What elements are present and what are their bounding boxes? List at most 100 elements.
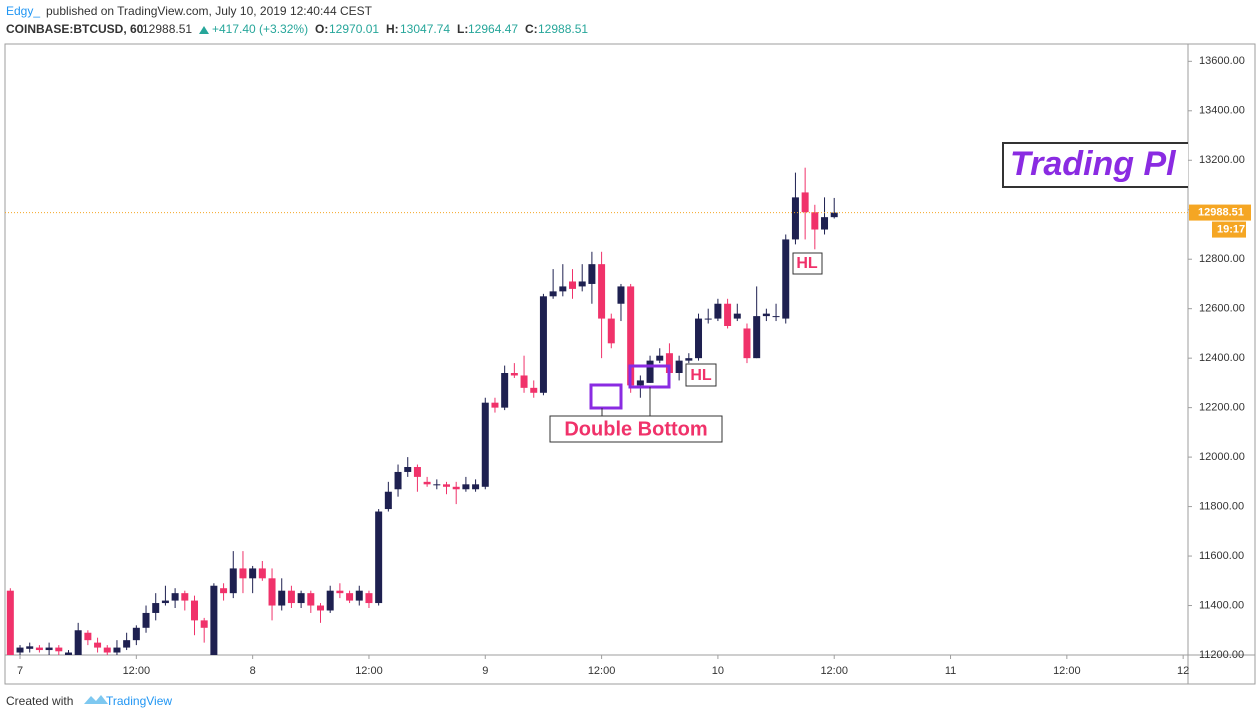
candle-body (297, 593, 305, 604)
candle-body (520, 375, 528, 388)
change: +417.40 (+3.32%) (212, 22, 308, 36)
candle-body (539, 296, 547, 393)
candle-body (559, 286, 567, 292)
candle-body (278, 590, 286, 606)
x-tick-label: 12:00 (123, 665, 151, 677)
candle-body (714, 303, 722, 319)
candle-body (733, 313, 741, 319)
y-tick-label: 11800.00 (1199, 500, 1244, 512)
candle-body (200, 620, 208, 628)
candle-body (646, 360, 654, 383)
hl-label: HL (796, 255, 818, 272)
candle-body (16, 647, 24, 653)
last-price: 12988.51 (142, 22, 192, 36)
h-label: H: (386, 22, 399, 36)
candle-body (462, 484, 470, 490)
y-tick-label: 12400.00 (1199, 352, 1245, 364)
candle-body (94, 642, 102, 648)
hl-box (685, 363, 717, 387)
candle-body (695, 318, 703, 359)
x-tick-label: 10 (712, 665, 724, 677)
candle-body (394, 471, 402, 490)
hl-box (792, 252, 823, 275)
candle-body (113, 647, 121, 653)
candle-body (675, 360, 683, 373)
plan-label: Trading Pl (1010, 145, 1177, 183)
candle-body (588, 264, 596, 284)
candle-body (152, 603, 160, 613)
candle-body (268, 578, 276, 606)
candle-body (220, 588, 228, 594)
y-tick-label: 12200.00 (1199, 402, 1245, 414)
candle-body (45, 647, 53, 651)
candle-body (452, 486, 460, 490)
published: published on TradingView.com, July 10, 2… (46, 4, 373, 18)
db-label-box (549, 415, 723, 443)
y-tick-label: 13600.00 (1199, 55, 1245, 67)
o-label: O: (315, 22, 328, 36)
y-tick-label: 11200.00 (1199, 649, 1244, 661)
candle-body (743, 328, 751, 359)
candle-body (656, 355, 664, 361)
candle-body (190, 600, 198, 621)
candle-body (491, 402, 499, 408)
y-tick-label: 13200.00 (1199, 154, 1245, 166)
candle-body (258, 568, 266, 579)
h-value: 13047.74 (400, 22, 450, 36)
candle-body (26, 646, 34, 649)
y-tick-label: 12800.00 (1199, 253, 1245, 265)
candle-body (724, 303, 732, 326)
x-tick-label: 9 (482, 665, 488, 677)
candle-body (443, 484, 451, 487)
x-tick-label: 12:00 (1053, 665, 1081, 677)
c-label: C: (525, 22, 538, 36)
candle-body (181, 593, 189, 601)
candle-body (413, 467, 421, 477)
countdown-tag (1212, 221, 1246, 238)
candle-body (336, 590, 344, 594)
candle-body (501, 373, 509, 408)
candle-body (433, 484, 441, 486)
candle-body (607, 318, 615, 344)
candle-body (791, 197, 799, 240)
candle-body (142, 612, 150, 628)
candle-body (210, 585, 218, 655)
x-tick-label: 12:00 (588, 665, 616, 677)
x-tick-label: 12 (1177, 665, 1189, 677)
candle-body (598, 264, 606, 319)
x-tick-label: 12:00 (820, 665, 848, 677)
candle-body (636, 380, 644, 386)
candle-body (472, 484, 480, 490)
candle-body (685, 358, 693, 361)
plot: Double Bottom HL HL Trading Pl (6, 142, 1188, 655)
y-tick-label: 13400.00 (1199, 105, 1245, 117)
x-tick-label: 8 (250, 665, 256, 677)
candle-body (617, 286, 625, 304)
db-label: Double Bottom (564, 418, 707, 440)
candle-body (132, 627, 140, 641)
candle-body (365, 593, 373, 604)
candle-body (103, 647, 111, 653)
y-tick-label: 12000.00 (1199, 451, 1245, 463)
l-label: L: (457, 22, 468, 36)
y-tick-label: 12600.00 (1199, 303, 1245, 315)
price-tag-label: 12988.51 (1198, 206, 1244, 218)
price-tag (1189, 204, 1251, 221)
candle-body (423, 481, 431, 485)
candle-body (384, 491, 392, 510)
o-value: 12970.01 (329, 22, 379, 36)
y-tick-label: 11600.00 (1199, 550, 1244, 562)
logo (84, 695, 108, 704)
candle-body (830, 212, 838, 218)
candle-body (64, 652, 72, 655)
candle-body (811, 212, 819, 230)
candle-body (55, 647, 63, 652)
symbol: COINBASE:BTCUSD, 60 (6, 22, 144, 36)
x-tick-label: 7 (17, 665, 23, 677)
candle-body (821, 217, 829, 230)
candle-body (355, 590, 363, 601)
candle-body (84, 632, 92, 641)
candle-body (229, 568, 237, 594)
candle-body (35, 647, 43, 651)
